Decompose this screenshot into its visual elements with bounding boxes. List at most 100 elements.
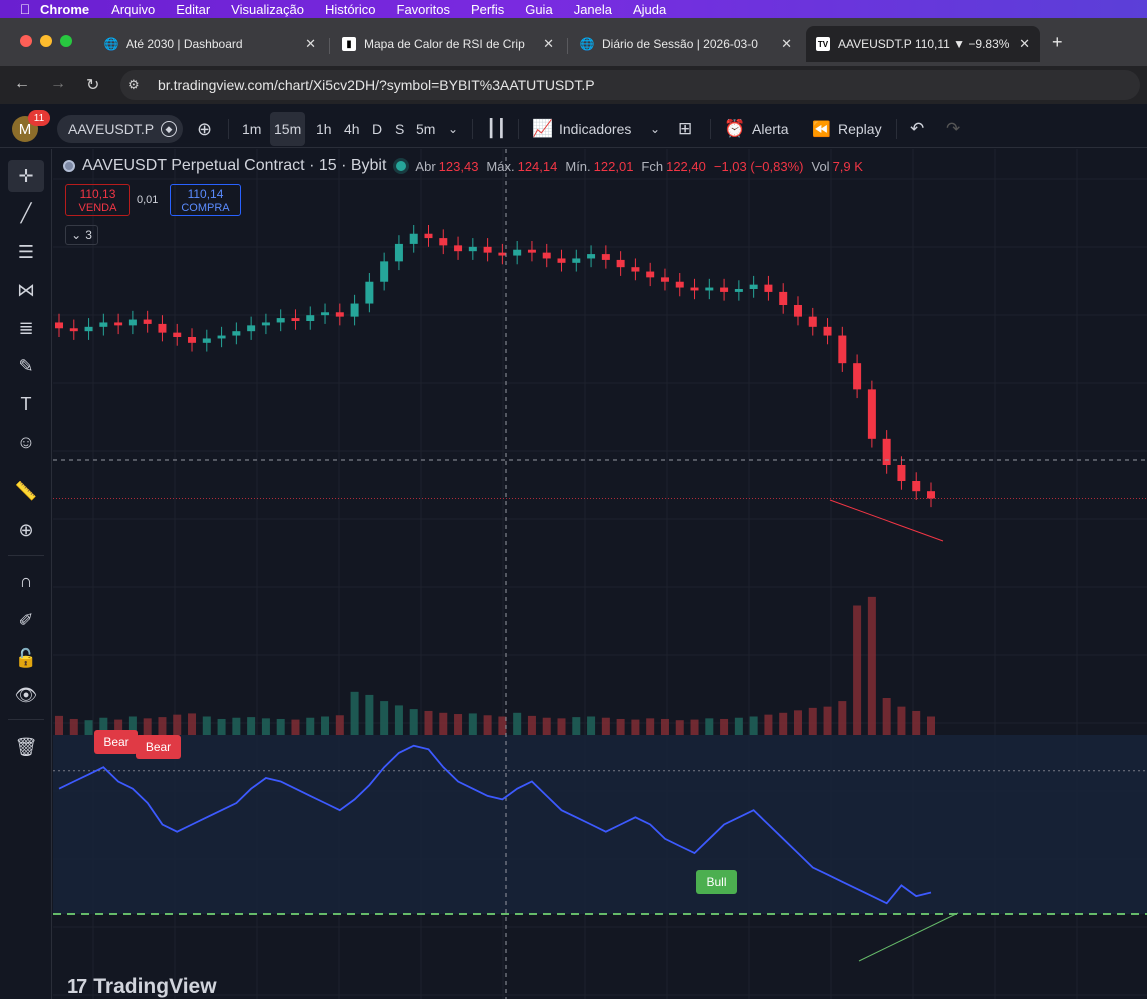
window-minimize-button[interactable] xyxy=(40,35,52,47)
menu-janela[interactable]: Janela xyxy=(573,1,612,17)
tradingview-logo[interactable]: 17 TradingView xyxy=(67,975,217,999)
close-icon[interactable]: ✕ xyxy=(1019,36,1030,51)
volume-bar xyxy=(158,717,167,735)
tab-title: Até 2030 | Dashboard xyxy=(126,37,243,51)
horizontal-lines-icon[interactable]: ☰ xyxy=(17,241,35,262)
volume-bar xyxy=(321,716,330,735)
menu-favoritos[interactable]: Favoritos xyxy=(396,1,450,17)
volume-bar xyxy=(468,713,477,735)
url-text[interactable]: br.tradingview.com/chart/Xi5cv2DH/?symbo… xyxy=(158,77,595,93)
tab-dashboard[interactable]: 🌐 Até 2030 | Dashboard ✕ xyxy=(94,26,326,62)
site-settings-icon[interactable]: ⚙ xyxy=(128,77,140,92)
candle-body xyxy=(557,258,566,263)
lock-drawing-icon[interactable]: ✐ xyxy=(18,609,34,630)
candle-body xyxy=(276,318,285,323)
new-tab-icon[interactable]: + xyxy=(1052,32,1063,52)
fib-icon[interactable]: ≣ xyxy=(18,317,34,338)
candle-body xyxy=(587,254,596,259)
tab-rsi-heatmap[interactable]: ▮ Mapa de Calor de RSI de Crip ✕ xyxy=(332,26,564,62)
reload-icon[interactable]: ↻ xyxy=(86,77,100,94)
eye-icon[interactable]: 👁 xyxy=(14,684,38,705)
unlock-icon[interactable]: 🔓 xyxy=(14,647,38,668)
tab-title: Diário de Sessão | 2026-03-0 xyxy=(602,37,758,51)
tab-session-diary[interactable]: 🌐 Diário de Sessão | 2026-03-0 ✕ xyxy=(570,26,802,62)
menu-ajuda[interactable]: Ajuda xyxy=(633,1,667,17)
interval-s[interactable]: S xyxy=(395,121,405,137)
ruler-icon[interactable]: 📏 xyxy=(14,480,38,501)
candles-chart-type-icon[interactable]: ┃┃ xyxy=(486,119,507,138)
indicators-icon[interactable]: 📈 xyxy=(532,119,554,138)
rsi-line xyxy=(58,744,932,905)
pattern-icon[interactable]: ⋈ xyxy=(17,279,35,300)
volume-bar xyxy=(557,718,566,735)
compare-plus-icon[interactable]: ⊕ xyxy=(197,118,213,139)
menu-perfis[interactable]: Perfis xyxy=(470,1,505,17)
menu-historico[interactable]: Histórico xyxy=(324,1,376,17)
window-zoom-button[interactable] xyxy=(60,35,72,47)
brush-icon[interactable]: ✎ xyxy=(18,355,34,376)
interval-5m[interactable]: 5m xyxy=(416,121,436,137)
candle-body xyxy=(838,335,847,364)
back-arrow-icon[interactable]: ← xyxy=(14,75,30,92)
close-icon[interactable]: ✕ xyxy=(543,36,554,51)
close-icon[interactable]: ✕ xyxy=(781,36,792,51)
forward-arrow-icon[interactable]: → xyxy=(50,75,66,92)
indicators-button[interactable]: Indicadores xyxy=(559,121,632,137)
replay-rewind-icon[interactable]: ⏪ xyxy=(812,121,831,138)
candle-body xyxy=(690,287,699,291)
sell-button[interactable]: 110,13 VENDA xyxy=(65,184,130,216)
trash-icon[interactable]: 🗑 xyxy=(14,736,38,757)
chevron-down-icon[interactable]: ⌄ xyxy=(448,122,459,136)
symbol-search-button[interactable]: AAVEUSDT.P ◆ xyxy=(57,115,183,143)
menu-guia[interactable]: Guia xyxy=(525,1,553,17)
interval-4h[interactable]: 4h xyxy=(344,121,360,137)
zoom-in-icon[interactable]: ⊕ xyxy=(18,519,34,540)
candle-body xyxy=(69,328,78,332)
volume-bar xyxy=(749,716,758,735)
macos-menubar:  Chrome Arquivo Editar Visualização His… xyxy=(0,0,1147,18)
toolbar-divider xyxy=(8,555,44,556)
volume-bar xyxy=(409,709,418,735)
legend-change-value: −1,03 (−0,83%) xyxy=(713,158,804,174)
chart-legend: AAVEUSDT Perpetual Contract · 15 · Bybit… xyxy=(63,157,871,175)
candle-body xyxy=(498,252,507,256)
window-close-button[interactable] xyxy=(20,35,32,47)
menu-app-name[interactable]: Chrome xyxy=(40,1,90,17)
trend-line-icon[interactable]: ╱ xyxy=(20,202,32,223)
undo-icon[interactable]: ↶ xyxy=(910,119,925,138)
replay-button[interactable]: Replay xyxy=(838,121,882,137)
close-icon[interactable]: ✕ xyxy=(305,36,316,51)
diamond-icon[interactable]: ◆ xyxy=(161,121,177,137)
alert-clock-icon[interactable]: ⏰ xyxy=(724,119,746,138)
tab-tradingview-active[interactable]: TV AAVEUSDT.P 110,11 ▼ −9.83% ✕ xyxy=(806,26,1040,62)
text-tool-icon[interactable]: T xyxy=(20,393,32,414)
emoji-icon[interactable]: ☺ xyxy=(16,431,36,452)
chevron-down-icon: ⌄ xyxy=(71,228,82,242)
menu-visualizacao[interactable]: Visualização xyxy=(231,1,304,17)
alert-button[interactable]: Alerta xyxy=(752,121,789,137)
crosshair-icon[interactable]: ✛ xyxy=(8,160,44,192)
candle-body xyxy=(867,389,876,439)
apple-icon[interactable]:  xyxy=(10,1,40,17)
rsi-band xyxy=(53,735,1147,914)
indicators-collapse-button[interactable]: ⌄ 3 xyxy=(65,225,98,245)
legend-low-label: Mín. xyxy=(565,158,591,174)
buy-button[interactable]: 110,14 COMPRA xyxy=(170,184,241,216)
candle-body xyxy=(321,312,330,316)
chart-pane[interactable]: AAVEUSDT Perpetual Contract · 15 · Bybit… xyxy=(53,149,1147,999)
interval-1h[interactable]: 1h xyxy=(316,121,332,137)
magnet-icon[interactable]: ∩ xyxy=(19,570,33,591)
interval-d[interactable]: D xyxy=(372,121,383,137)
menu-editar[interactable]: Editar xyxy=(176,1,211,17)
interval-15m[interactable]: 15m xyxy=(270,112,306,146)
menu-arquivo[interactable]: Arquivo xyxy=(111,1,156,17)
url-omnibox[interactable]: ⚙ br.tradingview.com/chart/Xi5cv2DH/?sym… xyxy=(120,70,1140,100)
chart-canvas[interactable] xyxy=(53,149,1147,999)
layouts-grid-icon[interactable]: ⊞ xyxy=(678,119,693,138)
interval-1m[interactable]: 1m xyxy=(242,121,262,137)
volume-bar xyxy=(380,701,389,735)
redo-icon[interactable]: ↷ xyxy=(946,119,961,138)
candle-body xyxy=(808,316,817,327)
chevron-down-icon[interactable]: ⌄ xyxy=(650,122,661,136)
